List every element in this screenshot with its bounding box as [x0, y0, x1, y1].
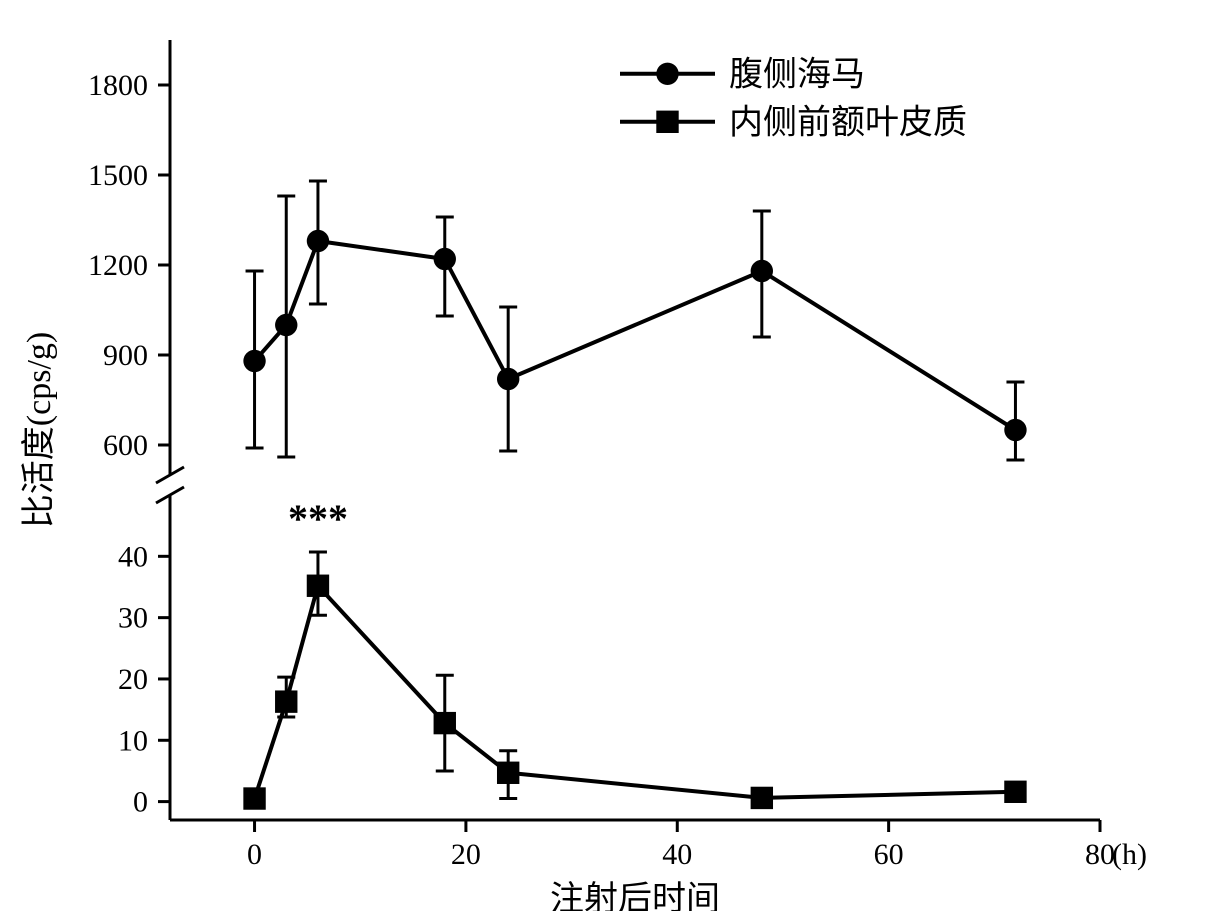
legend-label: 内侧前额叶皮质	[729, 104, 967, 142]
ytick-label: 1200	[88, 249, 148, 282]
x-axis-label: 注射后时间	[550, 880, 720, 911]
ytick-label: 1800	[88, 69, 148, 102]
ytick-label: 20	[118, 663, 148, 696]
ytick-label: 30	[118, 602, 148, 635]
xtick-label: 80	[1085, 838, 1115, 871]
ytick-label: 600	[103, 429, 148, 462]
chart-container: 0 20 40 60 80(h) 注射后时间 0 10 20 30 40 600 900 1200 1500…	[0, 0, 1206, 911]
y-axis-label: 比活度(cps/g)	[20, 332, 58, 528]
annotation: ***	[288, 496, 348, 541]
xtick-label: 0	[247, 838, 262, 871]
ytick-label: 900	[103, 339, 148, 372]
xtick-label: 20	[451, 838, 481, 871]
ytick-label: 10	[118, 724, 148, 757]
x-unit-label: (h)	[1112, 838, 1147, 871]
legend-label: 腹侧海马	[729, 56, 865, 94]
chart-svg: 0 20 40 60 80(h) 注射后时间 0 10 20 30 40 600 900 1200 1500…	[0, 0, 1206, 911]
ytick-label: 40	[118, 540, 148, 573]
ytick-label: 1500	[88, 159, 148, 192]
xtick-label: 60	[874, 838, 904, 871]
ytick-label: 0	[133, 786, 148, 819]
xtick-label: 40	[662, 838, 692, 871]
